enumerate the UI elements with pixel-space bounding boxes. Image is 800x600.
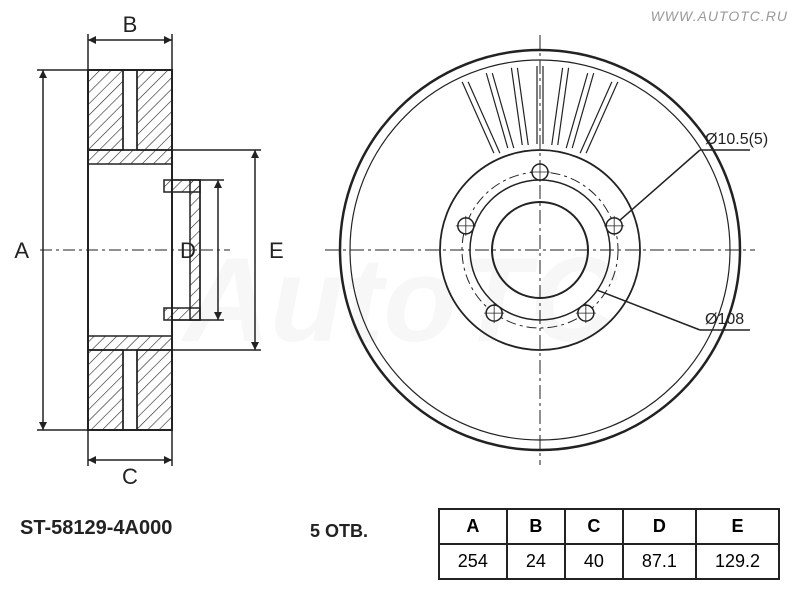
svg-text:C: C [122, 464, 138, 489]
svg-text:Ø108: Ø108 [705, 311, 744, 328]
part-number: ST-58129-4A000 [20, 517, 172, 540]
svg-text:D: D [180, 238, 196, 263]
holes-suffix: ОТВ. [325, 521, 368, 541]
cell: 129.2 [696, 544, 779, 579]
cell: 254 [439, 544, 507, 579]
svg-text:Ø10.5(5): Ø10.5(5) [705, 131, 768, 148]
table-header-row: A B C D E [439, 509, 779, 544]
holes-count-label: 5 ОТВ. [310, 521, 368, 542]
table-value-row: 254 24 40 87.1 129.2 [439, 544, 779, 579]
svg-text:B: B [123, 12, 138, 37]
cell: 24 [507, 544, 565, 579]
col-header: C [565, 509, 623, 544]
col-header: B [507, 509, 565, 544]
col-header: A [439, 509, 507, 544]
cell: 87.1 [623, 544, 696, 579]
svg-text:A: A [14, 238, 29, 263]
svg-text:E: E [269, 238, 284, 263]
col-header: D [623, 509, 696, 544]
holes-count: 5 [310, 521, 320, 541]
col-header: E [696, 509, 779, 544]
cell: 40 [565, 544, 623, 579]
dimensions-table: A B C D E 254 24 40 87.1 129.2 [438, 508, 780, 580]
